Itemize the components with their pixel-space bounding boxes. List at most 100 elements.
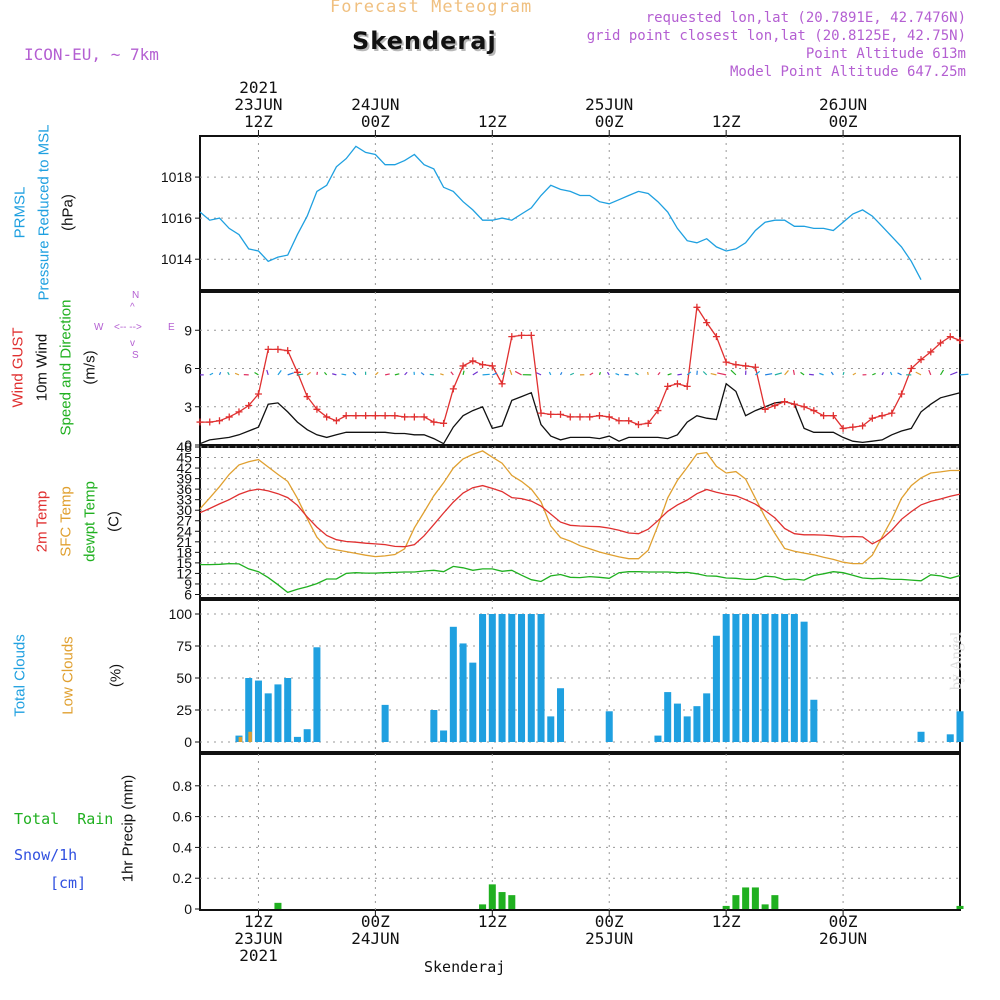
gust-marker: [664, 382, 672, 390]
wind-direction-arrow: [514, 370, 522, 376]
total-cloud-bar: [449, 626, 457, 742]
gust-marker: [527, 331, 535, 339]
requested-coords: requested lon,lat (20.7891E, 42.7476N): [645, 10, 966, 26]
wind-direction-arrow: [385, 373, 390, 376]
total-cloud-bar: [742, 614, 750, 742]
total-cloud-bar: [673, 703, 681, 742]
wind-direction-arrow: [536, 372, 542, 376]
gust-marker: [829, 412, 837, 420]
gust-marker: [615, 417, 623, 425]
gust-marker: [703, 319, 711, 327]
wind-ytick: 3: [184, 399, 192, 415]
time-label-line: 12Z: [244, 112, 273, 131]
gust-marker: [732, 361, 740, 369]
gust-marker: [586, 413, 594, 421]
time-label: 12Z: [452, 913, 532, 930]
time-label-line: 12Z: [244, 912, 273, 931]
total-cloud-bar: [469, 662, 477, 742]
time-label-line: 12Z: [711, 112, 741, 131]
time-label-line: 23JUN: [234, 95, 283, 114]
temp-ytick: 6: [184, 586, 192, 602]
time-label-line: 00Z: [828, 112, 858, 131]
wind-direction-arrow: [548, 371, 552, 376]
gust-marker: [196, 418, 204, 426]
total-cloud-bar: [605, 711, 613, 742]
total-cloud-bar: [293, 736, 301, 742]
gust-marker: [401, 413, 409, 421]
total-cloud-bar: [254, 680, 262, 742]
gust-marker: [654, 407, 662, 415]
total-cloud-bar: [771, 614, 779, 742]
gust-marker: [634, 421, 642, 429]
wind-direction-arrow: [702, 371, 708, 376]
gust-marker: [751, 363, 759, 371]
wind-direction-arrow: [647, 371, 649, 375]
wind-ytick: 0: [184, 437, 192, 453]
wind-compass-icon: N S W E <-- --> ^ v: [94, 290, 175, 360]
gust-marker: [849, 423, 857, 431]
cloud-ytick: 100: [169, 606, 193, 622]
wind-direction-arrow: [950, 371, 958, 376]
gust-marker: [332, 417, 340, 425]
total-cloud-bar: [527, 614, 535, 742]
legend-snow-unit: [cm]: [50, 874, 87, 892]
temp-ytick: 24: [176, 523, 192, 539]
gust-marker: [722, 358, 730, 366]
time-label: 25JUN 00Z: [569, 96, 649, 130]
rain-bar: [956, 905, 964, 909]
precip-panel-frame: [199, 753, 961, 911]
gust-marker: [342, 412, 350, 420]
total-cloud-bar: [245, 678, 253, 742]
wind-direction-arrow: [332, 373, 337, 376]
wind-direction-arrow: [472, 371, 479, 376]
gust-marker: [907, 365, 915, 372]
gust-marker: [215, 417, 223, 425]
gust-marker: [761, 405, 769, 413]
wind-gust-line: [200, 305, 961, 430]
low-cloud-bar: [248, 731, 252, 742]
wind-direction-arrow: [277, 369, 282, 376]
wind-direction-arrow: [830, 371, 834, 376]
wind-direction-arrow: [897, 372, 902, 376]
gust-marker: [576, 413, 584, 421]
rain-bar: [761, 904, 769, 909]
total-cloud-bar: [712, 635, 720, 742]
cloud-ytick: 0: [184, 734, 192, 750]
total-cloud-bar: [430, 710, 438, 742]
gust-marker: [371, 412, 379, 420]
time-label: 26JUN 00Z: [803, 96, 883, 130]
wind-direction-arrow: [374, 371, 379, 376]
time-label-line: 23JUN: [234, 929, 283, 948]
wind-direction-arrow: [842, 371, 845, 376]
gust-marker: [264, 345, 272, 353]
gust-marker: [518, 331, 526, 339]
cloud-ytick: 25: [176, 702, 192, 718]
model-altitude: Model Point Altitude 647.25m: [729, 64, 966, 80]
pressure-ytick: 1014: [161, 251, 192, 267]
total-cloud-bar: [488, 614, 496, 742]
gust-marker: [566, 413, 574, 421]
gust-marker: [771, 401, 779, 409]
gust-marker: [381, 412, 389, 420]
total-cloud-bar: [800, 621, 808, 742]
t2m-temp-line: [199, 484, 961, 548]
temp-panel-frame: [199, 446, 961, 599]
gust-marker: [284, 347, 292, 355]
wind-direction-arrow: [501, 371, 505, 376]
gust-marker: [937, 339, 945, 347]
wind-direction-arrow: [287, 372, 294, 376]
precip-ytick: 0.2: [173, 870, 193, 886]
gust-marker: [547, 410, 555, 418]
gust-marker: [839, 424, 847, 432]
wind-direction-arrow: [800, 371, 805, 376]
time-label: 2021 23JUN 12Z: [218, 79, 298, 130]
svg-text:v: v: [130, 338, 135, 349]
time-label-line: 24JUN: [351, 95, 400, 114]
rain-bar: [771, 895, 779, 909]
gust-marker: [235, 408, 243, 416]
total-cloud-bar: [917, 731, 925, 742]
compass-w: W: [94, 322, 104, 333]
wind-speed-line: [199, 382, 961, 445]
gust-marker: [225, 413, 233, 421]
